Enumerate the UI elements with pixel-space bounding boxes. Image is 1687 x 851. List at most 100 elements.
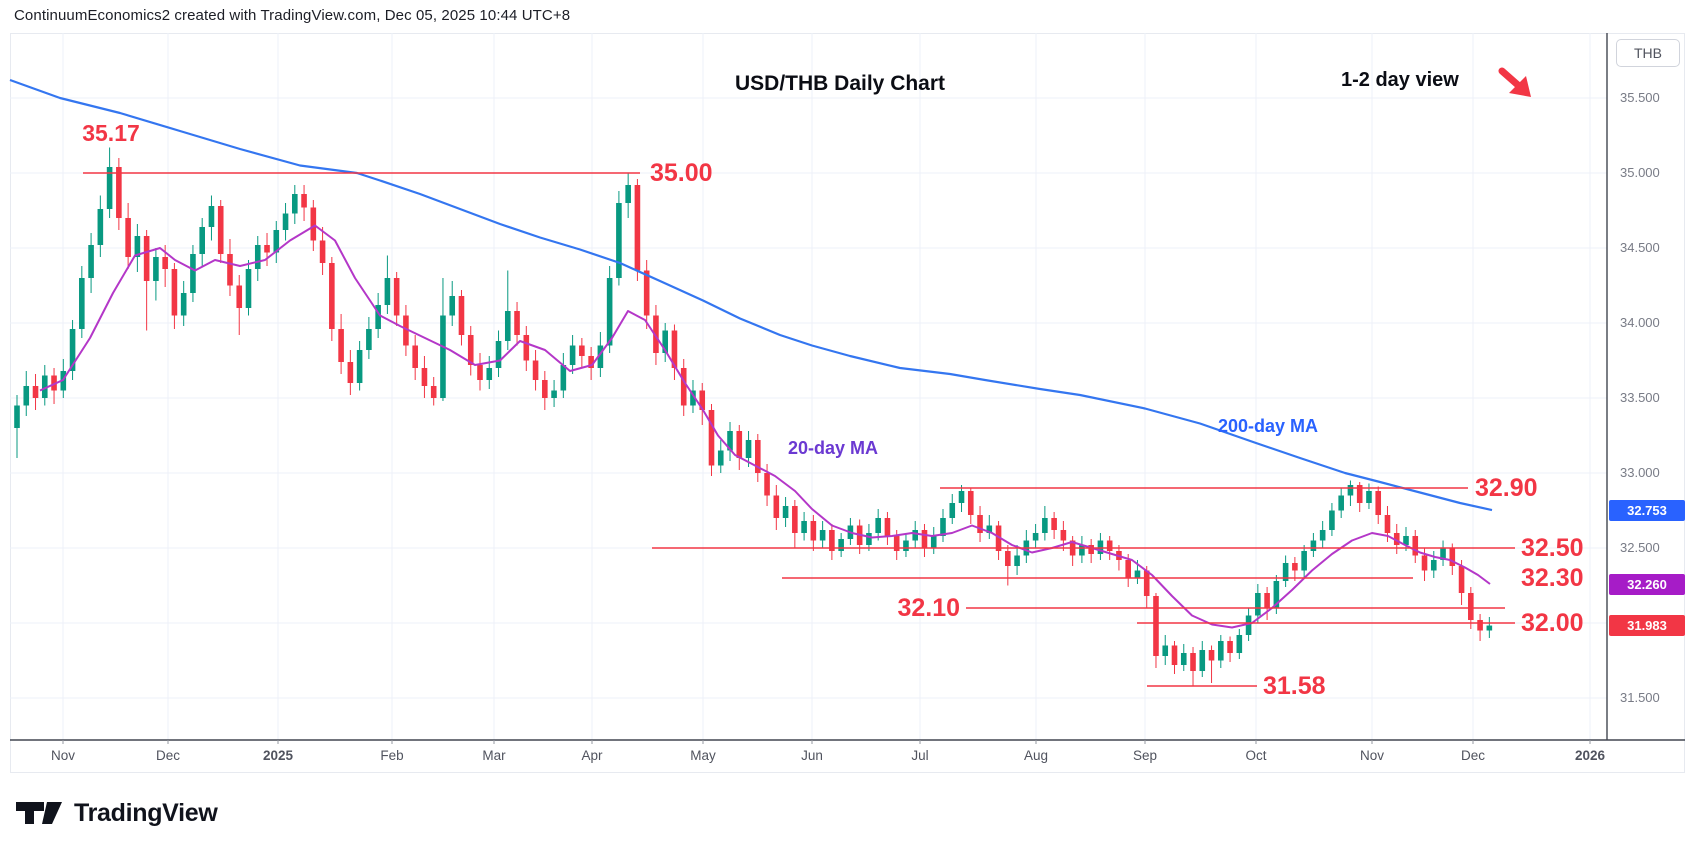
candle-up <box>838 539 844 551</box>
footer: TradingView <box>14 796 218 830</box>
candle-down <box>301 194 307 208</box>
candle-up <box>153 257 159 281</box>
candle-up <box>14 405 20 428</box>
x-axis-tick-label[interactable]: 2026 <box>1574 748 1606 763</box>
level-label: 32.90 <box>1475 474 1538 502</box>
candle-down <box>736 431 743 458</box>
candle-down <box>1190 653 1196 671</box>
candle-down <box>977 515 983 533</box>
y-axis-tick-label[interactable]: 33.500 <box>1620 390 1660 405</box>
candle-up <box>662 330 668 353</box>
level-label: 32.30 <box>1521 564 1584 592</box>
candle-down <box>653 315 659 353</box>
candle-up <box>1347 485 1354 496</box>
candle-up <box>366 329 372 350</box>
candle-down <box>810 521 817 541</box>
candle-up <box>254 245 261 269</box>
candle-up <box>41 375 48 398</box>
y-axis-tick-label[interactable]: 32.500 <box>1620 540 1660 555</box>
candle-down <box>634 185 641 271</box>
level-label: 35.00 <box>650 159 713 187</box>
candle-up <box>1218 641 1224 661</box>
level-label: 32.50 <box>1521 534 1584 562</box>
candle-down <box>588 356 594 368</box>
candle-down <box>143 236 150 281</box>
candle-up <box>1236 635 1243 653</box>
candle-up <box>495 341 502 368</box>
candle-down <box>162 257 168 269</box>
candle-down <box>171 269 178 316</box>
ma20-label: 20-day MA <box>788 438 879 458</box>
x-axis-tick-label[interactable]: Aug <box>1023 748 1049 763</box>
y-axis-tick-label[interactable]: 35.500 <box>1620 90 1660 105</box>
x-axis-tick-label[interactable]: Nov <box>1359 748 1384 763</box>
candle-up <box>79 278 85 329</box>
y-axis-tick-label[interactable]: 31.500 <box>1620 690 1660 705</box>
x-axis-tick-label[interactable]: Mar <box>482 748 506 763</box>
x-axis-tick-label[interactable]: Feb <box>380 748 404 763</box>
candle-down <box>217 206 224 254</box>
candle-down <box>643 270 650 316</box>
candle-up <box>903 540 909 551</box>
candle-down <box>1227 641 1233 653</box>
x-axis-tick-label[interactable]: Apr <box>581 748 603 763</box>
candle-down <box>1292 563 1298 571</box>
y-axis-tick-label[interactable]: 34.000 <box>1620 315 1660 330</box>
candle-up <box>292 194 298 214</box>
candle-up <box>23 386 30 406</box>
x-axis-tick-label[interactable]: Dec <box>155 748 180 763</box>
candle-up <box>1180 653 1187 665</box>
x-axis-tick-label[interactable]: Jul <box>911 748 929 763</box>
candle-up <box>282 213 289 230</box>
candle-up <box>1440 548 1446 560</box>
candle-up <box>1301 551 1307 571</box>
candle-down <box>893 536 900 551</box>
candle-up <box>1245 615 1252 635</box>
candle-up <box>597 345 604 368</box>
chart-widget-frame <box>10 33 1685 773</box>
x-axis-tick-label[interactable]: Sep <box>1132 748 1158 763</box>
candle-down <box>236 285 243 308</box>
candle-up <box>180 293 187 316</box>
candle-down <box>680 368 687 406</box>
candle-down <box>542 380 548 398</box>
candle-up <box>717 450 724 466</box>
candle-up <box>560 365 567 391</box>
candle-up <box>912 530 919 541</box>
candle-down <box>1171 645 1178 665</box>
ma200-line <box>9 78 1493 512</box>
x-axis-tick-label[interactable]: 2025 <box>262 748 294 763</box>
level-label: 32.10 <box>897 594 960 622</box>
x-axis-tick-label[interactable]: Jun <box>801 748 823 763</box>
candle-up <box>875 518 881 533</box>
candle-up <box>1282 563 1289 581</box>
candle-down <box>1421 555 1428 571</box>
x-axis-tick-label[interactable]: Dec <box>1460 748 1485 763</box>
candle-down <box>1264 593 1270 608</box>
candle-up <box>199 227 205 254</box>
tradingview-logo-text[interactable]: TradingView <box>74 798 218 827</box>
x-axis-tick-label[interactable]: Nov <box>50 748 75 763</box>
candle-down <box>523 335 530 361</box>
candle-down <box>32 386 39 398</box>
ma20-last-value-badge: 32.260 <box>1609 573 1685 595</box>
x-axis-tick-label[interactable]: Oct <box>1245 748 1267 763</box>
tradingview-logo-icon[interactable] <box>14 799 64 827</box>
candle-down <box>125 218 131 257</box>
candle-up <box>88 245 94 278</box>
x-axis-tick-label[interactable]: May <box>690 748 716 763</box>
candle-up <box>1273 581 1280 608</box>
candle-down <box>579 345 585 356</box>
candle-down <box>477 365 483 380</box>
candle-up <box>1403 536 1409 545</box>
y-axis-tick-label[interactable]: 35.000 <box>1620 165 1660 180</box>
y-axis-tick-label[interactable]: 34.500 <box>1620 240 1660 255</box>
candle-down <box>329 263 335 329</box>
candle-down <box>347 362 354 383</box>
candle-up <box>551 390 557 398</box>
currency-button[interactable]: THB <box>1616 39 1680 67</box>
y-axis-tick-label[interactable]: 33.000 <box>1620 465 1660 480</box>
